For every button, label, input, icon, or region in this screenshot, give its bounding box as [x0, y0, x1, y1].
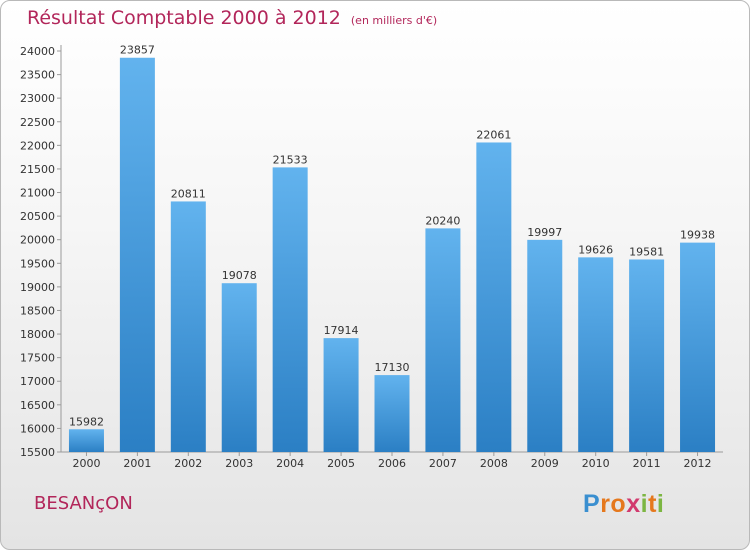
bar — [170, 201, 206, 452]
y-tick-label: 18500 — [20, 304, 55, 317]
title-unit: (en milliers d'€) — [350, 14, 438, 27]
bar — [119, 57, 155, 452]
y-tick-label: 20000 — [20, 234, 55, 247]
bar-value-label: 15982 — [69, 415, 104, 428]
bar — [476, 142, 512, 453]
bar-value-label: 19626 — [578, 243, 613, 256]
bar — [425, 228, 461, 452]
x-tick-label: 2001 — [123, 457, 151, 470]
bar-value-label: 17914 — [324, 324, 359, 337]
bar — [578, 257, 614, 452]
y-tick-label: 21000 — [20, 187, 55, 200]
bar — [323, 338, 359, 452]
chart-title: Résultat Comptable 2000 à 2012 (en millie… — [27, 7, 437, 29]
logo-letter: i — [640, 490, 649, 518]
y-tick-label: 18000 — [20, 328, 55, 341]
logo-letter: o — [610, 490, 627, 518]
bar-value-label: 19997 — [527, 226, 562, 239]
bar — [272, 167, 308, 453]
x-tick-label: 2010 — [582, 457, 610, 470]
y-tick-label: 17500 — [20, 352, 55, 365]
x-tick-label: 2000 — [72, 457, 100, 470]
city-name: BESANçON — [34, 493, 133, 514]
y-tick-label: 24000 — [20, 45, 55, 58]
x-tick-label: 2002 — [174, 457, 202, 470]
bar-value-label: 21533 — [273, 153, 308, 166]
bar — [527, 239, 563, 452]
logo-letter: r — [600, 490, 611, 518]
bar-value-label: 20811 — [171, 187, 206, 200]
y-tick-label: 22500 — [20, 116, 55, 129]
bar-value-label: 19938 — [680, 229, 715, 242]
y-tick-label: 20500 — [20, 210, 55, 223]
y-tick-label: 21500 — [20, 163, 55, 176]
x-tick-label: 2005 — [327, 457, 355, 470]
x-tick-label: 2003 — [225, 457, 253, 470]
y-tick-label: 19000 — [20, 281, 55, 294]
x-tick-label: 2007 — [429, 457, 457, 470]
y-tick-label: 15500 — [20, 446, 55, 459]
y-tick-label: 23500 — [20, 69, 55, 82]
bar — [680, 242, 716, 452]
bar-value-label: 22061 — [476, 128, 511, 141]
bar — [374, 375, 410, 452]
logo-letter: P — [583, 490, 601, 518]
title-main: Résultat Comptable 2000 à 2012 — [27, 7, 341, 29]
y-tick-label: 23000 — [20, 92, 55, 105]
logo-letter: i — [656, 490, 665, 518]
y-tick-label: 16500 — [20, 399, 55, 412]
bar-value-label: 19581 — [629, 245, 664, 258]
bar — [221, 283, 257, 452]
y-tick-label: 17000 — [20, 375, 55, 388]
bar — [68, 429, 104, 452]
y-tick-label: 16000 — [20, 422, 55, 435]
x-tick-label: 2004 — [276, 457, 304, 470]
proxiti-logo: Proxiti — [583, 490, 664, 519]
x-tick-label: 2008 — [480, 457, 508, 470]
bar-value-label: 20240 — [425, 214, 460, 227]
x-tick-label: 2012 — [684, 457, 712, 470]
x-tick-label: 2009 — [531, 457, 559, 470]
x-tick-label: 2011 — [633, 457, 661, 470]
bar — [629, 259, 665, 452]
logo-letter: x — [626, 490, 641, 518]
logo-letter: t — [648, 490, 657, 518]
y-tick-label: 22000 — [20, 139, 55, 152]
x-tick-label: 2006 — [378, 457, 406, 470]
y-tick-label: 19500 — [20, 257, 55, 270]
bar-value-label: 23857 — [120, 44, 155, 57]
bar-value-label: 17130 — [375, 361, 410, 374]
bar-value-label: 19078 — [222, 269, 257, 282]
